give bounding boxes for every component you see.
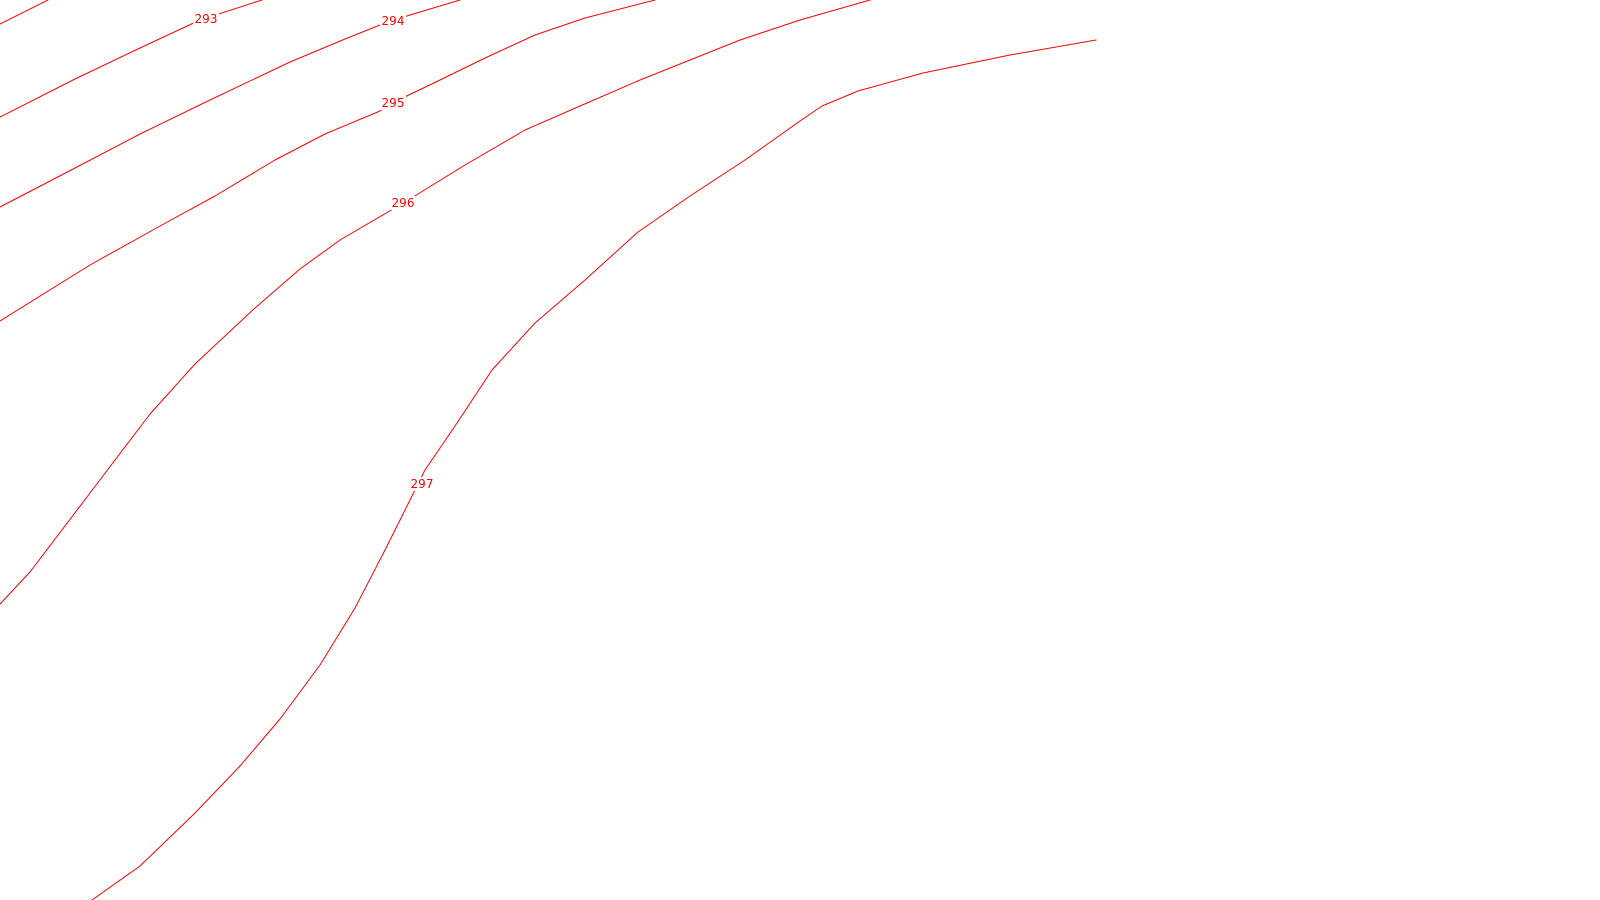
contour-296: 296: [0, 0, 871, 605]
contour-296-line: [0, 0, 871, 605]
contour-293-line-b: [0, 0, 263, 118]
contour-295: 295: [0, 0, 656, 322]
contour-297-label: 297: [411, 477, 434, 491]
contour-297: 297: [91, 39, 1097, 900]
contour-294-label: 294: [382, 14, 405, 28]
contour-294: 294: [0, 0, 461, 208]
contour-295-label: 295: [382, 96, 405, 110]
contour-295-line: [0, 0, 656, 322]
contour-297-line: [91, 39, 1097, 900]
contour-293-label: 293: [195, 12, 218, 26]
contour-293: 293: [0, 0, 263, 118]
contour-296-label: 296: [392, 196, 415, 210]
contour-293-line-a: [0, 0, 49, 25]
